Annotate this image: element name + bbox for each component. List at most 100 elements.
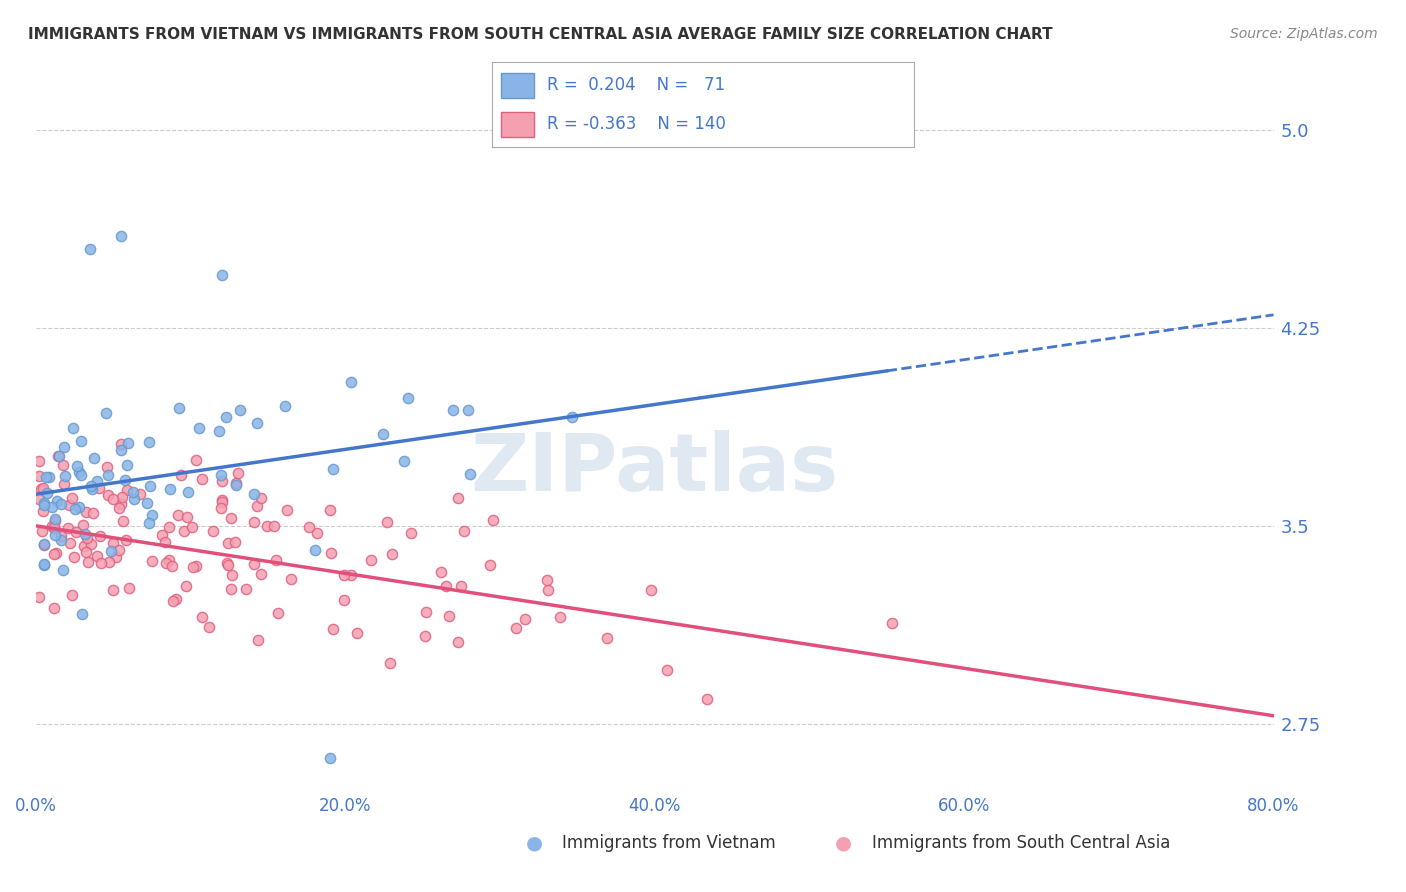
FancyBboxPatch shape — [501, 72, 534, 98]
Point — [184, 559, 207, 574]
Point — [478, 558, 501, 572]
Point — [153, 535, 176, 549]
Point — [415, 629, 437, 643]
Point — [138, 479, 160, 493]
Text: Immigrants from South Central Asia: Immigrants from South Central Asia — [872, 834, 1170, 852]
Point — [38, 470, 60, 484]
Point — [447, 635, 470, 649]
Point — [58, 498, 80, 512]
Point — [60, 491, 83, 505]
Point — [167, 508, 190, 522]
Point — [32, 481, 55, 495]
Point — [173, 524, 195, 538]
Point — [211, 268, 233, 283]
Point — [235, 582, 257, 596]
Point — [181, 560, 204, 574]
Point — [333, 568, 356, 582]
Point — [319, 502, 342, 516]
Point — [69, 434, 91, 449]
Point — [221, 568, 243, 582]
FancyBboxPatch shape — [501, 112, 534, 137]
Point — [101, 491, 124, 506]
Point — [322, 622, 344, 636]
Point — [80, 537, 103, 551]
Point — [155, 556, 177, 570]
Text: R = -0.363    N = 140: R = -0.363 N = 140 — [547, 115, 725, 133]
Point — [115, 458, 138, 472]
Point — [226, 467, 249, 481]
Point — [110, 497, 132, 511]
Point — [160, 558, 183, 573]
Point — [191, 610, 214, 624]
Point — [537, 582, 560, 597]
Point — [211, 493, 233, 508]
Point — [880, 615, 903, 630]
Point — [515, 611, 537, 625]
Point — [219, 582, 242, 596]
Text: ●: ● — [835, 833, 852, 853]
Point — [548, 610, 571, 624]
Point — [104, 549, 127, 564]
Point — [60, 588, 83, 602]
Point — [55, 468, 77, 483]
Point — [51, 497, 73, 511]
Point — [52, 477, 75, 491]
Point — [75, 545, 97, 559]
Point — [346, 625, 368, 640]
Point — [381, 547, 404, 561]
Point — [150, 528, 173, 542]
Point — [274, 399, 297, 413]
Point — [98, 555, 121, 569]
Point — [208, 424, 231, 438]
Point — [450, 579, 472, 593]
Point — [59, 536, 82, 550]
Point — [447, 491, 470, 505]
Point — [198, 620, 221, 634]
Point — [73, 527, 96, 541]
Point — [44, 519, 66, 533]
Point — [246, 499, 269, 513]
Point — [246, 416, 269, 430]
Text: ZIPatlas: ZIPatlas — [471, 430, 839, 508]
Point — [45, 494, 67, 508]
Point — [79, 242, 101, 256]
Point — [110, 437, 132, 451]
Point — [536, 573, 558, 587]
Point — [215, 556, 238, 570]
Point — [243, 515, 266, 529]
Point — [48, 449, 70, 463]
Point — [34, 469, 56, 483]
Point — [176, 510, 198, 524]
Point — [86, 474, 108, 488]
Text: ●: ● — [526, 833, 543, 853]
Point — [108, 500, 131, 515]
Point — [1232, 822, 1254, 837]
Point — [63, 549, 86, 564]
Point — [322, 461, 344, 475]
Point — [58, 521, 80, 535]
Point — [437, 608, 460, 623]
Point — [596, 631, 619, 645]
Text: IMMIGRANTS FROM VIETNAM VS IMMIGRANTS FROM SOUTH CENTRAL ASIA AVERAGE FAMILY SIZ: IMMIGRANTS FROM VIETNAM VS IMMIGRANTS FR… — [28, 27, 1053, 42]
Point — [457, 403, 479, 417]
Point — [141, 508, 163, 522]
Point — [67, 500, 90, 514]
Point — [115, 533, 138, 547]
Point — [28, 468, 51, 483]
Point — [75, 505, 97, 519]
Point — [136, 496, 159, 510]
Point — [217, 558, 239, 572]
Point — [107, 543, 129, 558]
Point — [72, 517, 94, 532]
Point — [434, 579, 457, 593]
Point — [42, 600, 65, 615]
Point — [340, 568, 363, 582]
Point — [215, 410, 238, 425]
Point — [44, 512, 66, 526]
Point — [263, 518, 285, 533]
Point — [32, 498, 55, 512]
Point — [110, 442, 132, 457]
Point — [37, 486, 59, 500]
Point — [159, 482, 181, 496]
Point — [458, 467, 481, 481]
